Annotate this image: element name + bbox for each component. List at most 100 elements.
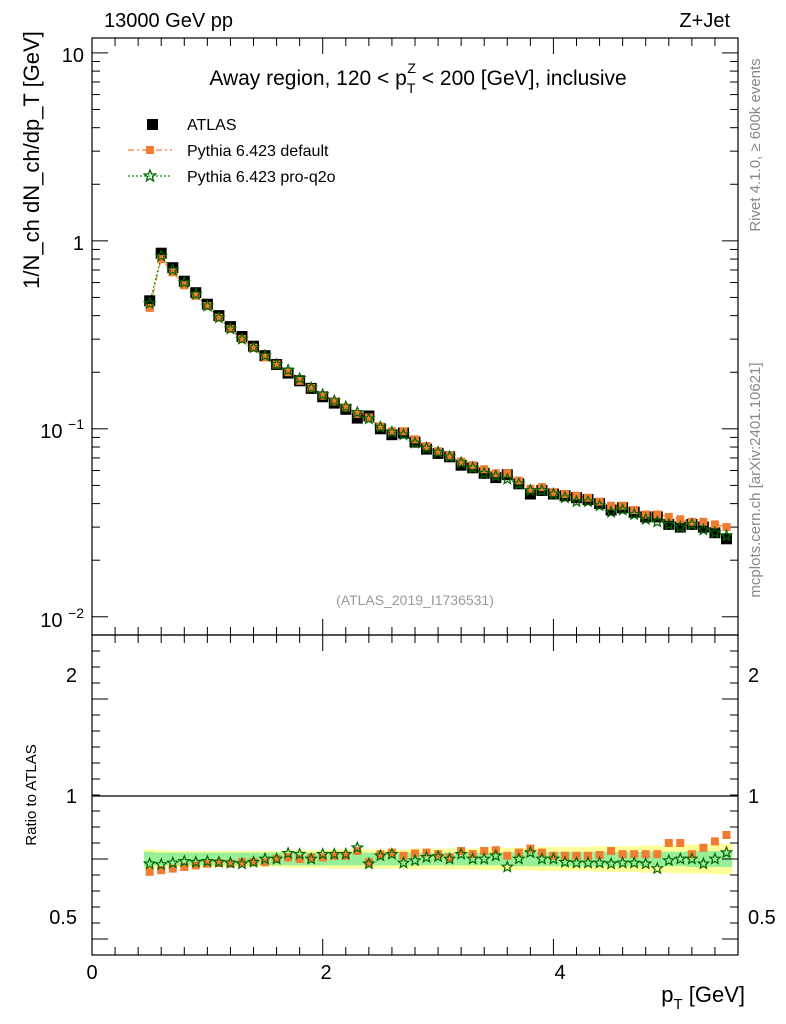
pythia-pro-q2o-point <box>512 476 526 490</box>
ratio-pythia-pro-q2o-point <box>592 855 607 869</box>
pythia-default-point <box>664 512 673 521</box>
ratio-band-inner <box>524 851 537 867</box>
pythia-pro-q2o-point <box>431 445 445 459</box>
x-axis-label-unit: [GeV] <box>683 982 745 1007</box>
ratio-pythia-default-point <box>307 853 316 862</box>
pythia-default-point <box>249 343 258 352</box>
ratio-pythia-pro-q2o-point <box>696 856 711 870</box>
ratio-pythia-default-point <box>653 850 662 859</box>
pythia-pro-q2o-point <box>673 519 688 533</box>
atlas-point <box>167 262 179 274</box>
ratio-y-axis-label: Ratio to ATLAS <box>23 744 40 845</box>
ratio-pythia-pro-q2o-point <box>512 851 526 865</box>
ratio-pythia-default-point <box>607 847 616 855</box>
pythia-pro-q2o-point <box>719 528 734 542</box>
ratio-ytick-label-right-1: 1 <box>748 786 759 808</box>
ratio-pythia-default-point <box>595 851 604 859</box>
pythia-pro-q2o-point <box>339 399 353 413</box>
ratio-band-inner <box>536 851 548 867</box>
ratio-pythia-default-point <box>295 855 304 863</box>
ratio-pythia-pro-q2o-point <box>684 851 699 865</box>
pythia-pro-q2o-point <box>488 468 503 482</box>
pythia-default-point <box>422 442 431 450</box>
ratio-band-inner <box>651 851 663 867</box>
pythia-pro-q2o-point <box>615 502 630 516</box>
pythia-pro-q2o-point <box>638 512 653 526</box>
legend-label-pythia-default: Pythia 6.423 default <box>187 143 329 160</box>
ratio-pythia-default-point <box>376 850 385 859</box>
ratio-pythia-pro-q2o-point <box>615 855 630 869</box>
ratio-pythia-default-point <box>191 861 200 870</box>
ratio-pythia-pro-q2o-point <box>431 849 445 863</box>
legend: ATLAS Pythia 6.423 default Pythia 6.423 … <box>128 117 336 186</box>
pythia-pro-q2o-point <box>142 296 157 310</box>
ratio-pythia-default-point <box>157 866 166 875</box>
pythia-default-point <box>722 523 731 532</box>
pythia-pro-q2o-point <box>592 498 607 512</box>
pythia-pro-q2o-point <box>327 393 342 407</box>
pythia-pro-q2o-point <box>419 440 434 454</box>
pythia-default-point <box>434 447 443 456</box>
ratio-pythia-default-point <box>699 843 708 852</box>
pythia-pro-q2o-point <box>154 248 168 262</box>
ratio-pythia-pro-q2o-point <box>581 855 595 869</box>
atlas-point <box>709 527 721 539</box>
plot-title-prefix: Away region, 120 < p <box>209 67 407 90</box>
mcplots-label: mcplots.cern.ch [arXiv:2401.10621] <box>747 362 764 597</box>
pythia-pro-q2o-point <box>350 405 365 419</box>
ratio-pythia-pro-q2o-point <box>604 856 618 870</box>
ratio-pythia-default-point <box>238 858 246 867</box>
pythia-default-point <box>699 517 708 526</box>
atlas-point <box>155 247 167 259</box>
ratio-pythia-pro-q2o-point <box>223 855 238 869</box>
pythia-pro-q2o-point <box>304 380 318 394</box>
pythia-default-point <box>353 409 362 418</box>
ratio-pythia-default-point <box>618 850 627 859</box>
pythia-pro-q2o-point <box>650 514 665 528</box>
ratio-ytick-label-1: 1 <box>66 786 77 808</box>
pythia-pro-q2o-point <box>189 287 203 301</box>
ratio-pythia-default-point <box>630 850 639 859</box>
ratio-pythia-pro-q2o-point <box>327 847 342 860</box>
pythia-pro-q2o-point <box>523 483 538 497</box>
xtick-label-0: 0 <box>86 962 97 984</box>
pythia-pro-q2o-point <box>269 357 284 371</box>
xtick-label-4: 4 <box>554 962 565 984</box>
atlas-point <box>674 521 686 533</box>
legend-label-pythia-pro-q2o: Pythia 6.423 pro-q2o <box>187 169 336 186</box>
pythia-default-point <box>272 360 281 369</box>
ratio-band-inner <box>490 852 502 866</box>
ratio-pythia-pro-q2o-point <box>246 855 261 868</box>
ratio-ytick-label-right-2: 2 <box>748 665 759 687</box>
ratio-pythia-pro-q2o-point <box>189 855 203 868</box>
plot-title-sup: Z <box>407 60 416 76</box>
ratio-pythia-default-point <box>387 848 396 857</box>
pythia-pro-q2o-point <box>708 525 722 539</box>
ratio-pythia-pro-q2o-point <box>546 851 561 865</box>
rivet-label: Rivet 4.1.0, ≥ 600k events <box>747 58 764 231</box>
ratio-pythia-pro-q2o-point <box>281 846 295 860</box>
pythia-pro-q2o-point <box>200 298 215 312</box>
ratio-band-inner <box>686 851 698 867</box>
ratio-pythia-default-point <box>272 855 281 863</box>
pythia-pro-q2o-point <box>535 483 549 497</box>
ratio-pythia-pro-q2o-point <box>488 848 503 862</box>
pythia-default-point <box>145 303 154 312</box>
ratio-pythia-pro-q2o-point <box>258 851 272 865</box>
pythia-pro-q2o-point <box>454 455 468 469</box>
pythia-default-point <box>468 461 477 470</box>
ratio-pythia-pro-q2o-point <box>350 840 365 854</box>
pythia-default-point <box>549 488 558 497</box>
pythia-pro-q2o-point <box>246 340 261 354</box>
ratio-pythia-pro-q2o-point <box>523 845 538 859</box>
pythia-pro-q2o-point <box>212 310 226 324</box>
main-ytick-exp-0p01: −2 <box>68 605 84 621</box>
pythia-pro-q2o-point <box>546 486 561 500</box>
atlas-point <box>490 472 502 484</box>
atlas-point <box>524 488 536 500</box>
xtick-label-2: 2 <box>320 962 331 984</box>
ratio-pythia-default-point <box>330 851 339 860</box>
main-ytick-label-10: 10 <box>62 45 84 67</box>
pythia-pro-q2o-point <box>177 275 192 289</box>
pythia-pro-q2o-point <box>408 435 422 449</box>
